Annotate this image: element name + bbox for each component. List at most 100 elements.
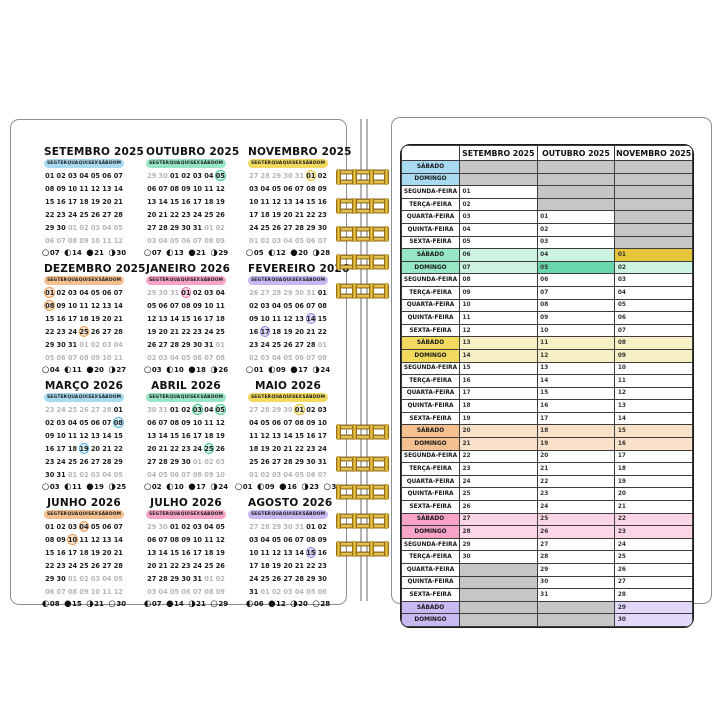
weekday-abbr: SÁB — [98, 161, 109, 166]
date-cell-outside-month: 27 — [249, 171, 259, 180]
date-value-cell: 01 — [459, 185, 538, 199]
date-cell-outside-month: 30 — [158, 288, 168, 297]
table-row: SEGUNDA-FEIRA 29 27 24 — [401, 537, 693, 552]
weekday-header-pill: SEG TER QUA QUI SEX SÁB DOM — [146, 159, 226, 168]
date-cell: 23 — [56, 327, 66, 336]
empty-date-cell — [459, 172, 538, 187]
date-cell-outside-month: 06 — [192, 353, 203, 362]
spiral-coil — [336, 424, 389, 440]
spiral-coil — [336, 169, 389, 185]
date-cell: 07 — [102, 418, 112, 427]
date-value-cell: 15 — [536, 386, 616, 401]
date-cell: 11 — [271, 314, 282, 323]
moon-last-icon: ◐ — [257, 481, 265, 492]
date-cell: 11 — [260, 197, 270, 206]
date-value-cell: 29 — [536, 563, 616, 577]
day-row-label: DOMINGO — [401, 348, 460, 363]
empty-date-cell — [614, 210, 693, 224]
date-cell: 24 — [67, 561, 78, 570]
date-cell-outside-month: 07 — [56, 587, 66, 596]
date-cell: 17 — [56, 444, 66, 453]
date-cell: 21 — [283, 444, 293, 453]
coil-cap — [352, 541, 358, 557]
date-cell: 10 — [249, 197, 259, 206]
weekday-abbr: QUA — [67, 161, 79, 166]
left-page: SETEMBRO 2025 SEG TER QUA QUI SEX SÁB DOM 01 02 03… — [10, 119, 351, 608]
date-cell: 01 — [169, 522, 180, 531]
date-cell: 21 — [102, 444, 112, 453]
moon-phase: ◑ 27 — [108, 366, 126, 375]
date-cell: 28 — [158, 457, 168, 466]
table-row: TERÇA-FEIRA 30 28 25 — [401, 550, 693, 564]
date-cell-outside-month: 31 — [158, 405, 168, 414]
date-cell: 03 — [67, 522, 78, 531]
weekday-abbr: SEG — [47, 395, 58, 400]
mini-calendar: MAIO 2026 SEG TER QUA QUI SEX SÁB DOM 27 28 29 30 01… — [235, 380, 341, 492]
date-cell: 07 — [113, 288, 123, 297]
date-value-cell: 30 — [459, 550, 538, 564]
date-cell: 26 — [271, 574, 282, 583]
coil-cap — [368, 541, 374, 557]
moon-phase-day: 17 — [298, 366, 308, 374]
coil-cap — [384, 424, 389, 440]
day-row-label: TERÇA-FEIRA — [401, 550, 460, 564]
date-cell: 30 — [45, 470, 55, 479]
date-cell: 20 — [283, 210, 293, 219]
weekday-abbr: QUA — [271, 512, 283, 517]
date-cell: 21 — [113, 314, 123, 323]
date-cell: 28 — [113, 327, 123, 336]
moon-phase-day: 20 — [94, 366, 104, 374]
date-cell: 03 — [249, 535, 259, 544]
date-cell-outside-month: 10 — [215, 470, 225, 479]
date-cell-outside-month: 09 — [204, 470, 214, 479]
date-cell: 20 — [102, 197, 112, 206]
date-cell: 07 — [158, 535, 168, 544]
date-cell-outside-month: 02 — [79, 574, 89, 583]
date-cell-outside-month: 06 — [169, 470, 180, 479]
moon-phase: ◐ 12 — [268, 249, 286, 258]
day-row-label: SEGUNDA-FEIRA — [401, 537, 460, 552]
moon-phase: ◐ 14 — [64, 249, 82, 258]
date-cell-outside-month: 03 — [147, 587, 157, 596]
holiday-circled-date: 17 — [259, 326, 271, 337]
date-value-cell: 19 — [614, 474, 693, 489]
date-cell-outside-month: 27 — [90, 405, 101, 414]
date-cell-outside-month: 02 — [271, 587, 282, 596]
weekday-abbr: SEX — [190, 395, 200, 400]
date-cell: 22 — [169, 444, 180, 453]
calendar-dates: 01 02 03 04 05 06 07 08 09 10 11 12 13 14 15 16 17 18 19 20… — [44, 169, 124, 247]
moon-new-icon: ● — [290, 364, 298, 375]
weekday-abbr: SEG — [251, 161, 262, 166]
date-cell: 13 — [283, 548, 293, 557]
date-value-cell: 09 — [536, 311, 616, 325]
date-cell: 09 — [56, 301, 66, 310]
weekday-abbr: SEG — [149, 161, 160, 166]
coil-cap — [368, 254, 374, 270]
day-row-label: SEXTA-FEIRA — [401, 411, 460, 426]
date-cell: 04 — [204, 405, 214, 414]
date-cell: 17 — [317, 431, 327, 440]
date-cell: 10 — [67, 301, 78, 310]
date-cell: 09 — [181, 184, 191, 193]
coil-cap — [384, 484, 389, 500]
date-value-cell: 12 — [459, 323, 538, 338]
month-column-header: NOVEMBRO 2025 — [614, 145, 693, 161]
date-value-cell: 24 — [614, 537, 693, 552]
date-value-cell: 14 — [536, 374, 616, 388]
date-cell-outside-month: 07 — [317, 470, 327, 479]
moon-phase-day: 14 — [72, 249, 82, 257]
date-cell: 08 — [317, 301, 327, 310]
coil-bar — [338, 434, 387, 439]
date-cell-outside-month: 05 — [113, 574, 123, 583]
date-cell: 01 — [317, 288, 327, 297]
date-cell: 25 — [79, 561, 89, 570]
weekday-header-pill: SEG TER QUA QUI SEX SÁB DOM — [146, 276, 226, 285]
date-cell-outside-month: 08 — [215, 353, 225, 362]
date-cell: 07 — [158, 418, 168, 427]
date-cell: 10 — [192, 418, 203, 427]
moon-last-icon: ◐ — [166, 481, 174, 492]
date-cell: 25 — [67, 457, 78, 466]
date-cell-outside-month: 01 — [249, 470, 259, 479]
date-cell: 25 — [79, 210, 89, 219]
date-cell-outside-month: 05 — [113, 223, 123, 232]
